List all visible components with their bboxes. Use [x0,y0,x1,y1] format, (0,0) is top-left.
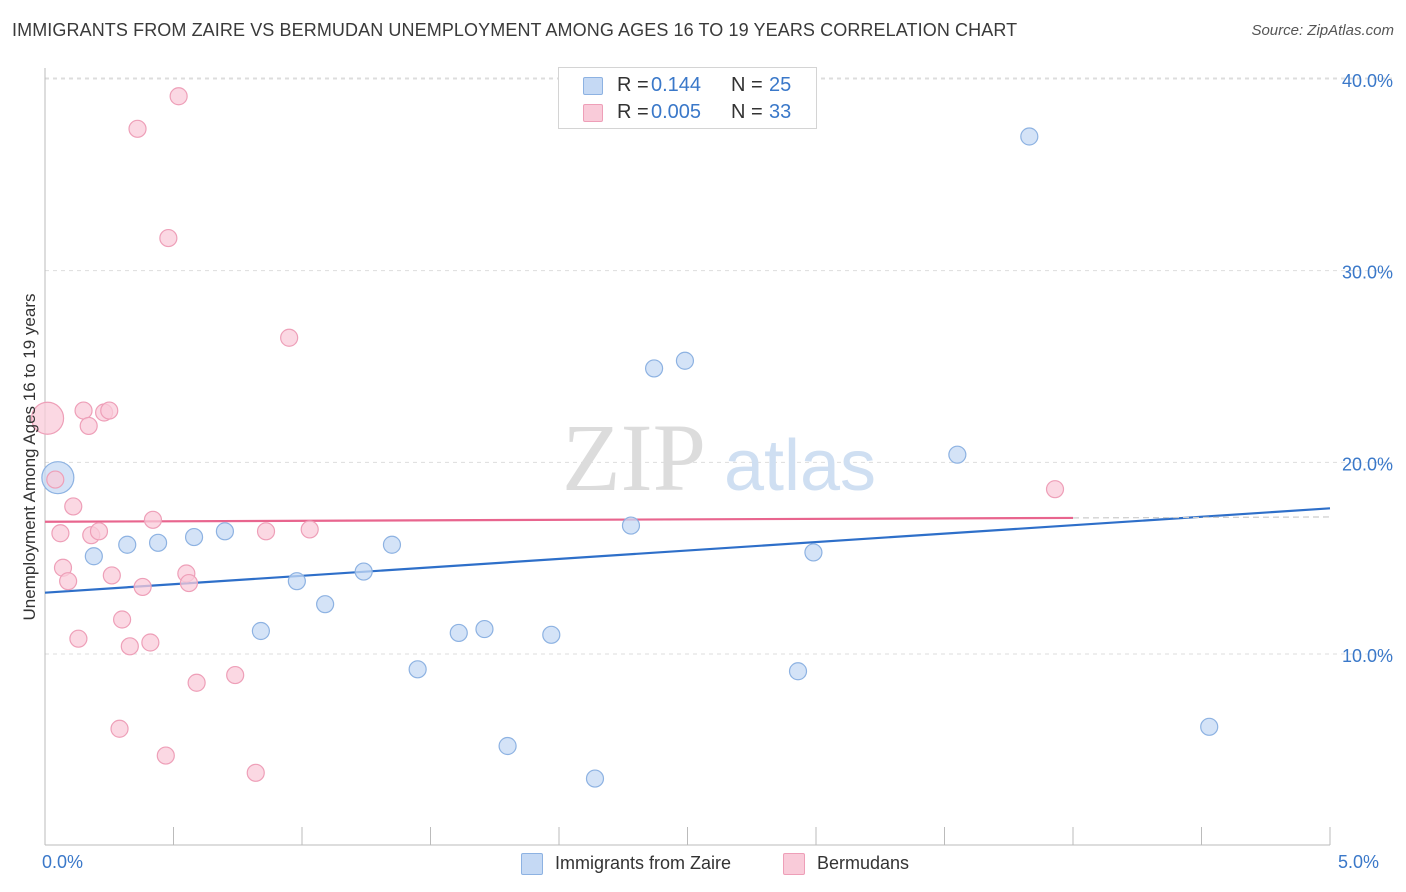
data-point-bermudans [187,673,206,692]
data-point-bermudans [74,401,93,420]
legend-n-value-zaire: 25 [769,74,792,96]
axes [44,68,1331,846]
y-tick-label: 20.0% [1342,454,1393,474]
data-point-zaire [644,359,664,378]
data-point-zaire [215,522,234,541]
x-tick-label-min: 0.0% [42,852,84,872]
data-point-zaire [354,562,373,581]
data-point-bermudans [141,633,160,652]
data-point-bermudans [133,577,152,597]
data-point-zaire [498,736,517,756]
y-tick-labels: 10.0% 20.0% 30.0% 40.0% [1342,71,1393,666]
data-point-zaire [382,535,402,554]
data-point-bermudans [280,328,299,347]
data-point-zaire [316,595,335,614]
data-point-bermudans [59,572,78,591]
bottom-legend-swatch-bermudans [783,853,805,875]
data-point-bermudans [1045,480,1065,499]
legend-swatch-bermudans [583,104,603,122]
bottom-legend-label-bermudans: Bermudans [817,853,910,873]
data-point-zaire [449,623,468,643]
data-point-bermudans [79,416,98,436]
data-point-bermudans [169,87,188,106]
data-point-bermudans [179,573,199,593]
data-point-bermudans [128,119,147,138]
data-point-zaire [408,660,427,679]
data-point-zaire [621,516,641,535]
data-point-bermudans [226,665,245,685]
data-point-zaire [118,535,137,554]
data-point-zaire [148,533,168,552]
data-points [30,87,1219,788]
data-point-bermudans [51,524,70,543]
data-point-bermudans [100,401,119,420]
data-point-zaire [948,445,967,464]
data-point-bermudans [112,610,132,629]
legend-r-label: R = [617,101,649,123]
trendline-bermudans [44,516,1074,523]
data-point-zaire [251,621,270,641]
y-axis-label: Unemployment Among Ages 16 to 19 years [20,293,39,621]
data-point-bermudans [46,470,65,489]
data-point-zaire [585,769,605,788]
y-tick-label: 40.0% [1342,71,1393,91]
y-tick-label: 30.0% [1342,263,1393,283]
data-point-bermudans [159,228,178,248]
trendlines [44,507,1331,594]
data-point-zaire [1200,717,1219,736]
watermark-atlas: atlas [724,426,876,506]
data-point-bermudans [256,522,276,541]
x-tick-label-max: 5.0% [1338,852,1380,872]
data-point-bermudans [69,629,88,648]
data-point-zaire [675,351,695,370]
data-point-zaire [1020,127,1039,146]
source-label: Source: ZipAtlas.com [1251,22,1394,39]
data-point-bermudans [120,637,139,656]
y-tick-label: 10.0% [1342,646,1393,666]
data-point-bermudans [64,497,83,516]
data-point-bermudans [246,763,265,782]
watermark-zip: ZIP [562,404,706,511]
bottom-legend-label-zaire: Immigrants from Zaire [555,853,732,873]
data-point-bermudans [156,746,175,765]
legend-n-label: N = [731,101,763,123]
gridlines [45,77,1392,655]
legend: R = 0.144 N = 25 R = 0.005 N = 33 [558,67,817,129]
data-point-zaire [788,662,808,681]
data-point-zaire [84,547,103,566]
data-point-bermudans [143,510,163,529]
data-point-zaire [475,619,494,639]
data-point-bermudans [300,520,319,539]
legend-r-value-bermudans: 0.005 [651,101,702,123]
legend-n-value-bermudans: 33 [769,101,792,123]
legend-swatch-zaire [583,77,603,95]
data-point-zaire [184,527,204,547]
bottom-legend-swatch-zaire [521,853,543,875]
data-point-bermudans [89,522,109,541]
data-point-bermudans [102,566,121,585]
trendline-extension [1072,516,1331,519]
legend-r-value-zaire: 0.144 [651,74,702,96]
legend-n-label: N = [731,74,763,96]
trendline-zaire [44,507,1331,594]
data-point-bermudans [30,401,65,435]
chart-title: IMMIGRANTS FROM ZAIRE VS BERMUDAN UNEMPL… [12,20,1018,40]
data-point-zaire [542,625,561,644]
watermark: ZIP atlas [562,404,876,511]
data-point-zaire [287,572,306,591]
legend-r-label: R = [617,74,649,96]
data-point-zaire [804,543,823,562]
data-point-bermudans [110,719,129,738]
